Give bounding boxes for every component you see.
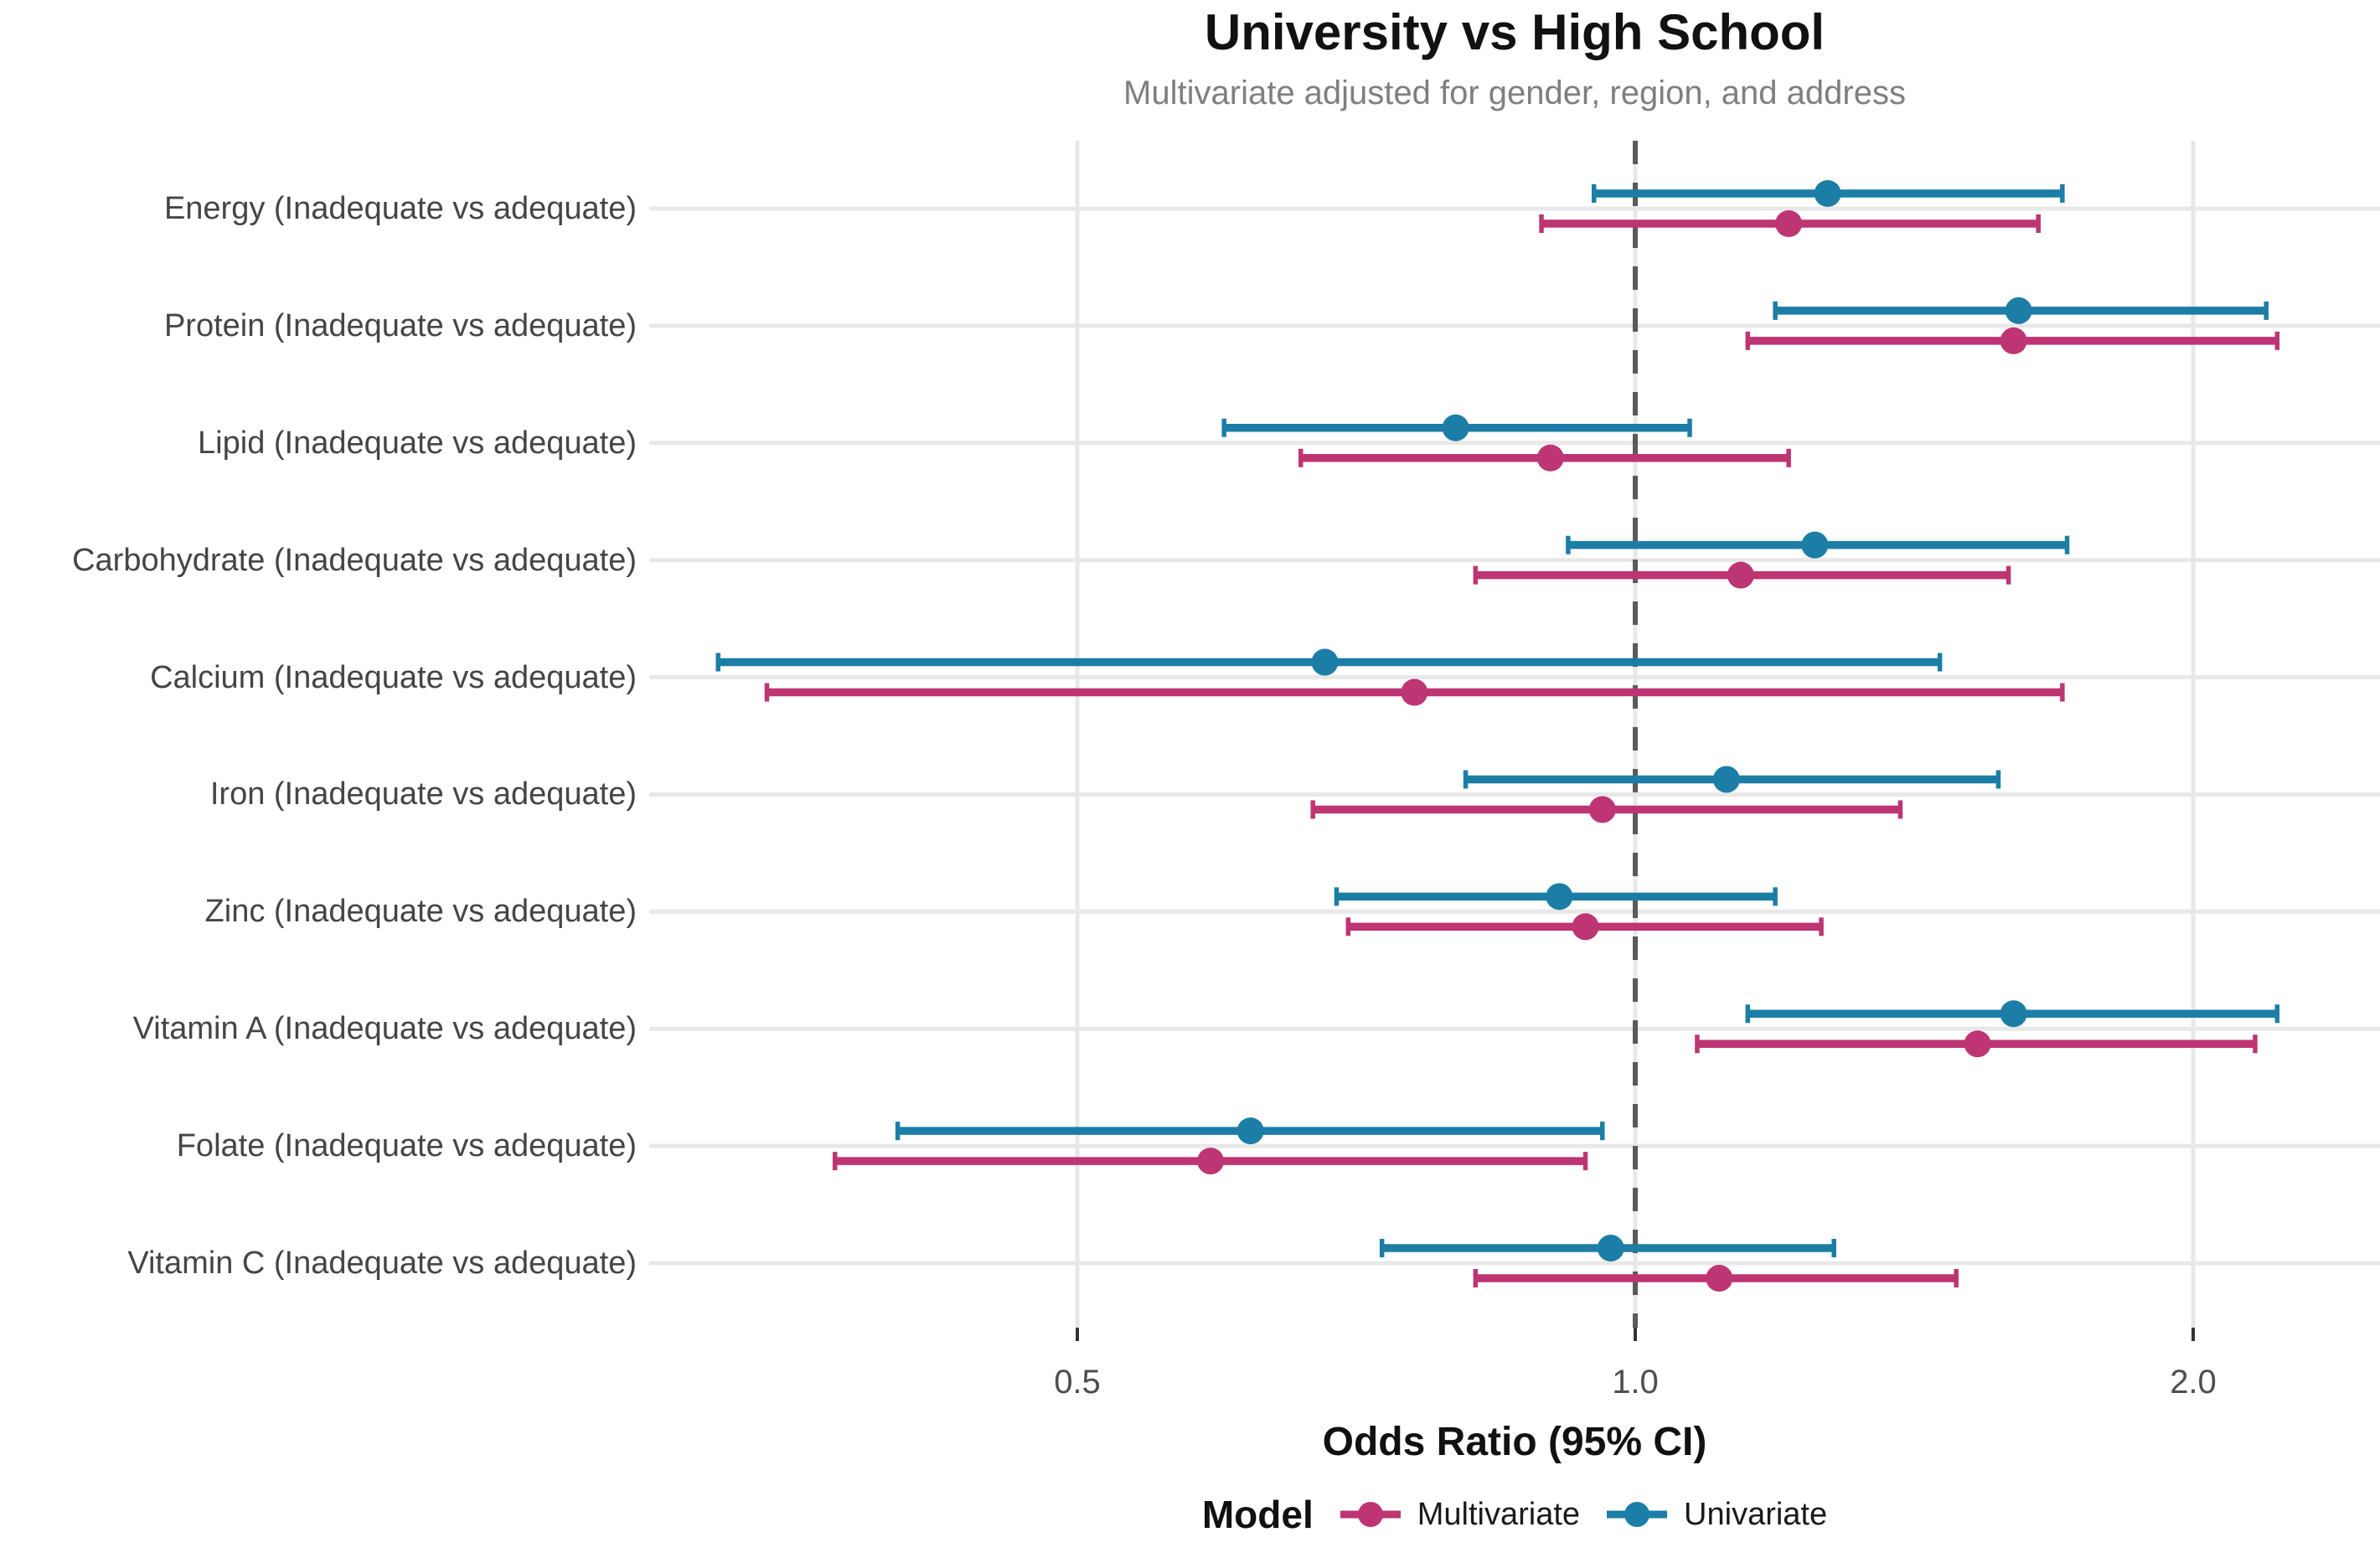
y-axis-label: Vitamin C (Inadequate vs adequate): [127, 1246, 637, 1281]
point-univariate: [1546, 883, 1573, 911]
x-tick-label: 0.5: [1054, 1364, 1101, 1401]
point-multivariate: [1727, 561, 1754, 589]
point-univariate: [1801, 531, 1829, 559]
legend-items: Multivariate Univariate: [1335, 1491, 1827, 1538]
y-axis-label: Lipid (Inadequate vs adequate): [198, 425, 637, 461]
y-axis-label: Zinc (Inadequate vs adequate): [204, 894, 637, 930]
point-multivariate: [1964, 1030, 1991, 1058]
legend-title: Model: [1201, 1493, 1314, 1536]
point-univariate: [2000, 1000, 2027, 1028]
point-multivariate: [1775, 210, 1803, 237]
point-univariate: [1712, 766, 1740, 793]
chart-subtitle: Multivariate adjusted for gender, region…: [1123, 75, 1906, 111]
chart-title: University vs High School: [1204, 4, 1825, 60]
point-multivariate: [2000, 327, 2027, 354]
legend-label: Multivariate: [1417, 1496, 1581, 1532]
point-univariate: [1442, 414, 1469, 441]
legend-key-icon: [1607, 1502, 1668, 1527]
y-axis-label: Folate (Inadequate vs adequate): [176, 1128, 637, 1164]
y-axis-label: Calcium (Inadequate vs adequate): [150, 659, 637, 695]
point-univariate: [1311, 648, 1339, 676]
point-multivariate: [1536, 444, 1564, 472]
legend: Model Multivariate Univariate: [649, 1481, 2380, 1548]
point-multivariate: [1572, 913, 1599, 941]
point-univariate: [1236, 1117, 1264, 1145]
point-multivariate: [1197, 1148, 1225, 1175]
y-axis-label: Vitamin A (Inadequate vs adequate): [132, 1011, 637, 1047]
y-axis-label: Iron (Inadequate vs adequate): [209, 776, 637, 813]
y-axis-label: Carbohydrate (Inadequate vs adequate): [72, 542, 637, 578]
y-axis-label: Energy (Inadequate vs adequate): [163, 191, 637, 226]
x-tick-label: 2.0: [2170, 1364, 2217, 1401]
x-axis-title: Odds Ratio (95% CI): [1322, 1420, 1707, 1464]
legend-key-icon: [1340, 1502, 1401, 1527]
legend-label: Univariate: [1684, 1496, 1828, 1532]
x-tick-label: 1.0: [1612, 1364, 1659, 1401]
point-univariate: [1597, 1235, 1624, 1262]
point-multivariate: [1588, 796, 1616, 823]
legend-item-multivariate: Multivariate: [1335, 1491, 1580, 1538]
point-multivariate: [1706, 1265, 1733, 1292]
legend-item-univariate: Univariate: [1602, 1491, 1827, 1538]
point-multivariate: [1401, 678, 1428, 706]
point-univariate: [1814, 180, 1841, 207]
y-axis-label: Protein (Inadequate vs adequate): [163, 307, 637, 343]
point-univariate: [2005, 297, 2032, 324]
